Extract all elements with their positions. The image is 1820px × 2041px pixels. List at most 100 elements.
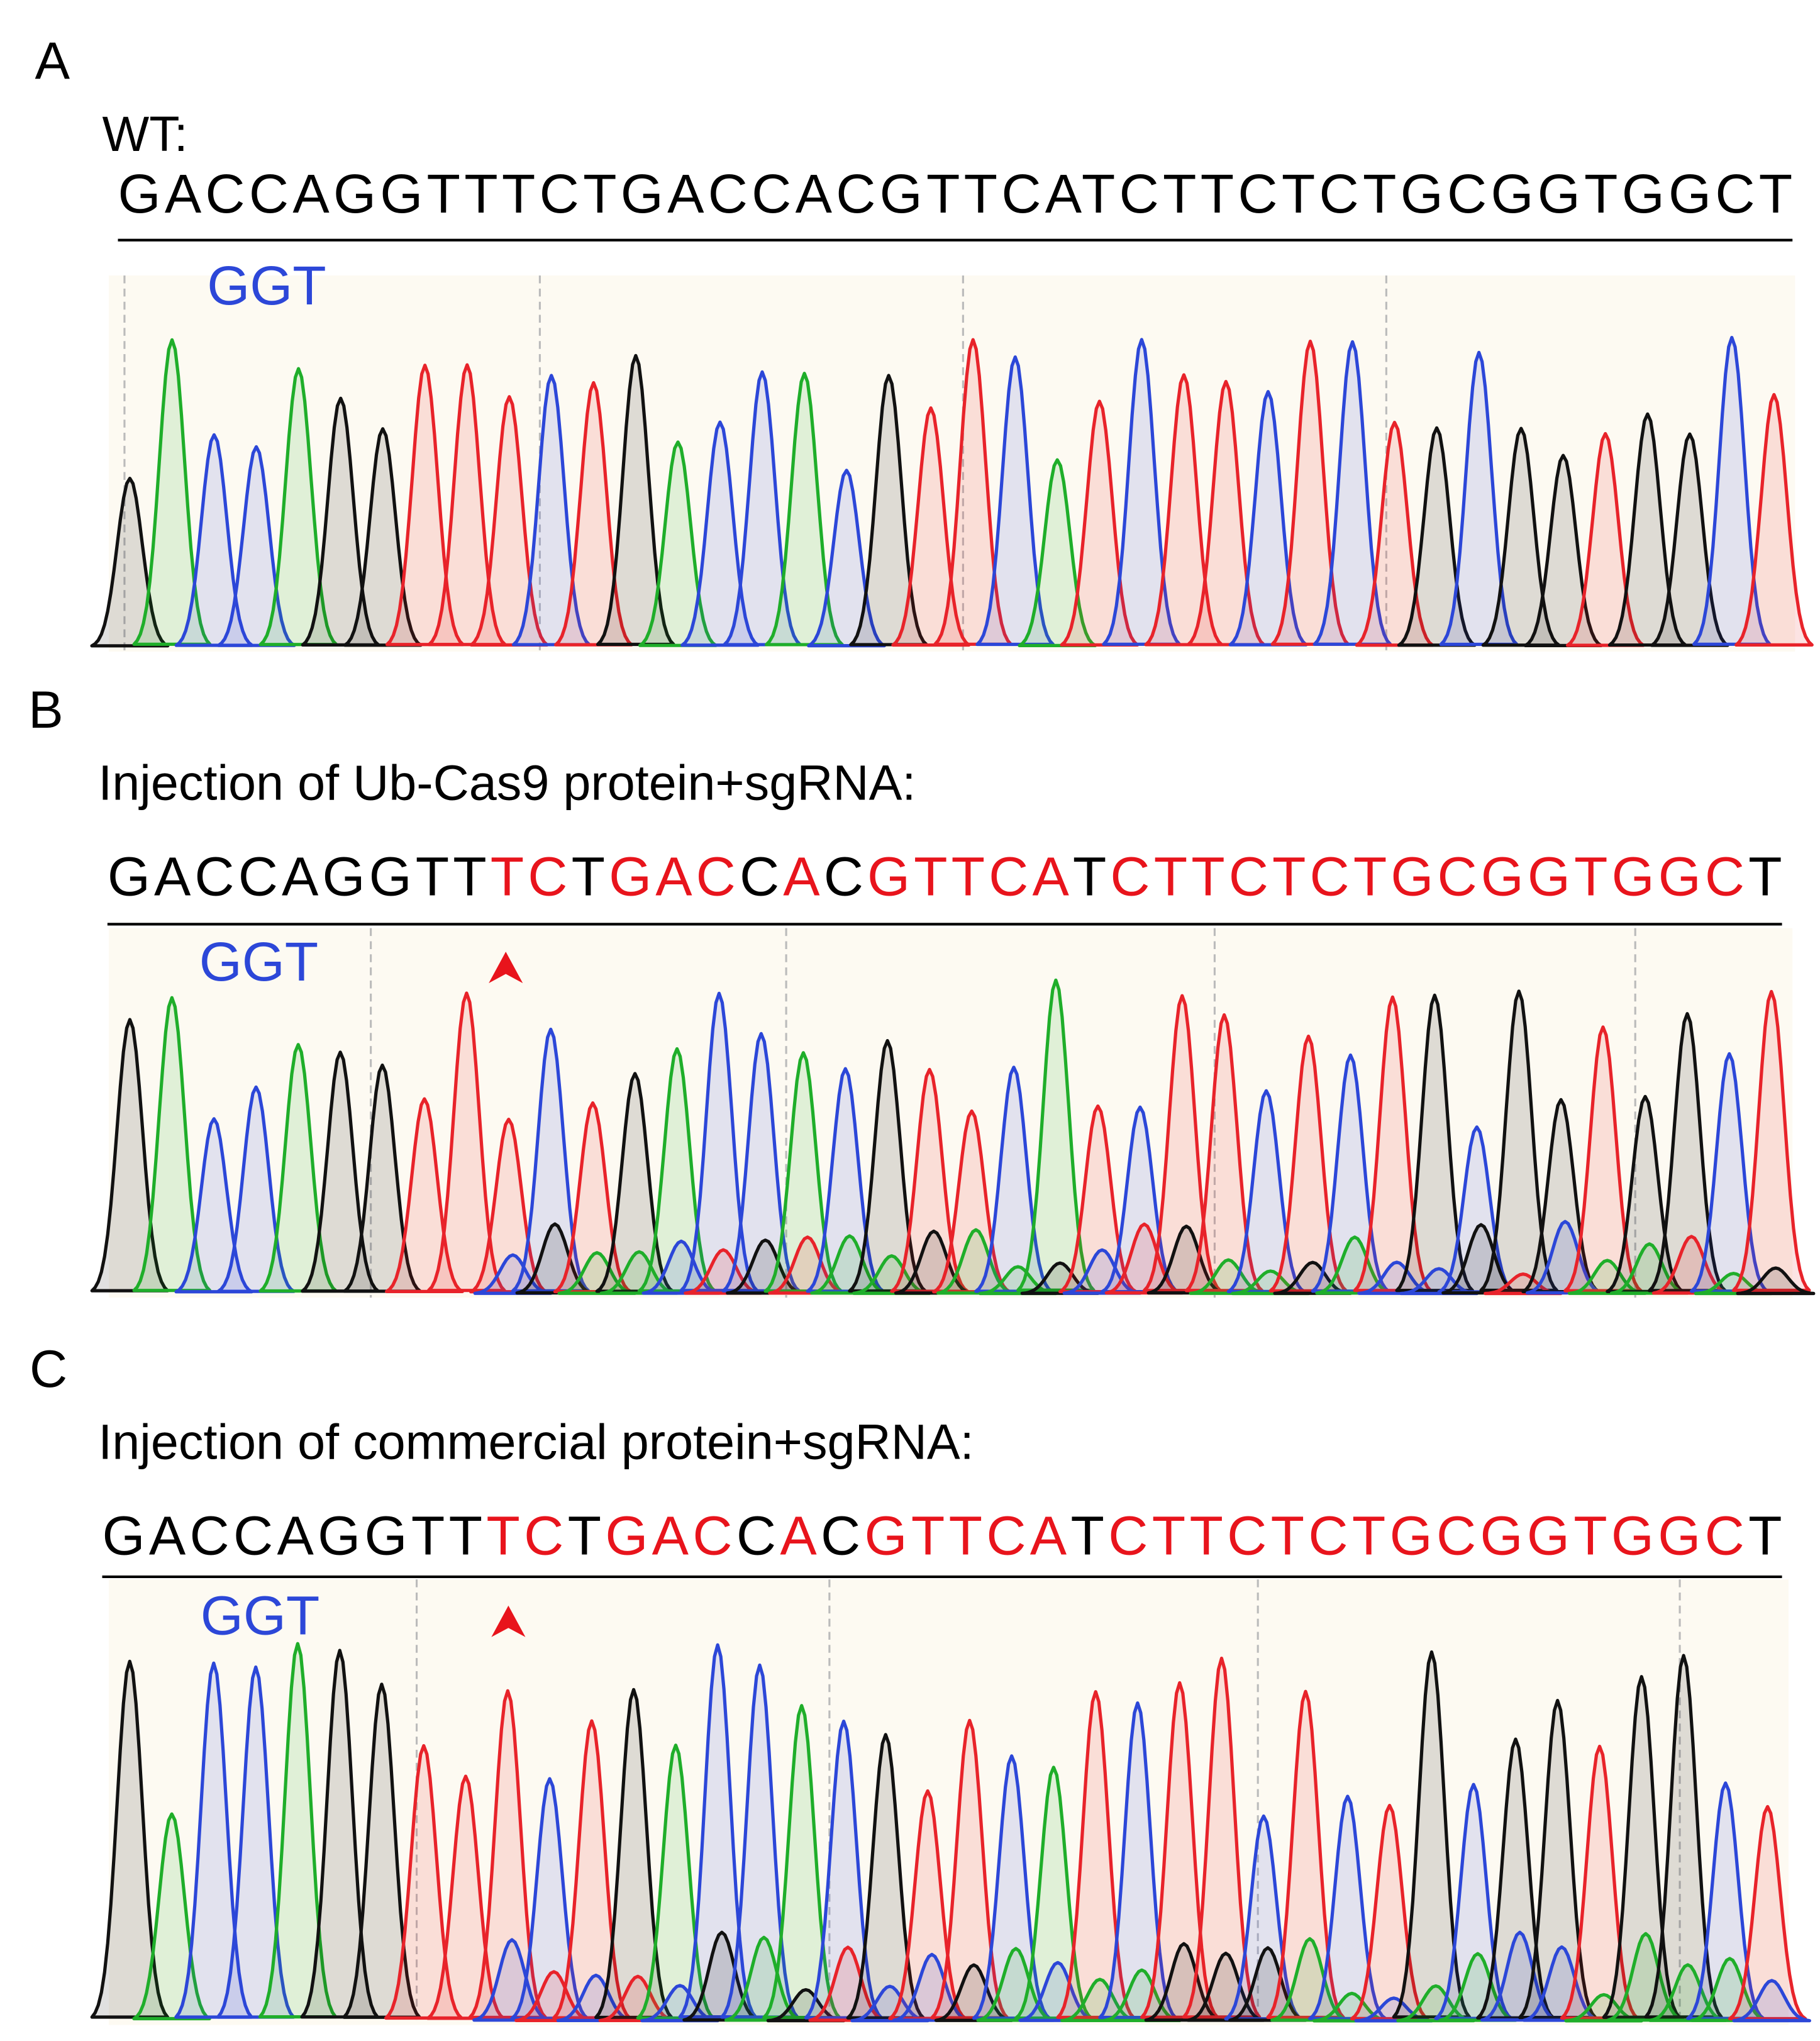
trace-peak [427,363,507,647]
trace-peak [1734,392,1814,647]
trace-peak [1016,978,1096,1292]
trace-peak [1525,1220,1605,1295]
sequence-segment: T [1748,1505,1782,1567]
trace-peak [258,1642,338,2019]
trace-peak [1648,1012,1727,1293]
sequence-segment: GACCAGGTT [103,1505,483,1567]
trace-peak [342,1682,421,2019]
trace-peak [976,1947,1055,2022]
trace-peak [1140,1681,1219,2019]
sequence-segment: TC [486,1505,563,1567]
trace-peak [594,1688,674,2020]
trace-peak [1355,420,1434,647]
pam-label: GGT [201,1585,320,1647]
trace-peak [1182,1656,1262,2019]
trace-peak [1522,1945,1602,2022]
trace-peak [511,374,591,647]
trace-peak [426,991,506,1293]
sequence-segment: T [1748,846,1782,908]
trace-peak [1481,426,1561,647]
trace-peak [1651,1235,1731,1295]
sequence-segment: A [780,1505,817,1567]
trace-peak [1518,1699,1597,2020]
pam-label: GGT [199,931,319,993]
sequence-segment: CTTCTCTGCGGTGGC [1110,846,1745,908]
sequence-segment: GAC [609,846,736,908]
sequence-segment: TC [491,846,568,908]
panel-title: WT: [103,106,188,162]
panel: C Injection of commercial protein+sgRNA: G… [30,1340,1811,2025]
trace-peak [933,338,1013,646]
trace-peak [975,355,1055,647]
sequence-segment: T [568,1505,601,1567]
trace-peak [1104,1222,1184,1295]
trace-peak [810,1234,889,1295]
trace-peak [1690,1957,1770,2022]
trace-peak [1606,1932,1685,2022]
trace-peak [1146,1225,1226,1295]
trace-peak [174,1661,253,2019]
trace-peak [1056,1690,1135,2020]
trace-peak [936,1228,1016,1295]
trace-peak [894,1229,974,1295]
panel: A WT:GACCAGGTTTCTGACCACGTTCATCTTCTCTGCGGT… [35,31,1814,652]
trace-peak [1270,1937,1350,2022]
trace-peak [515,1222,595,1295]
sequence-segment: A [783,846,820,908]
trace-peak [892,1952,972,2022]
trace-peak [768,1235,847,1295]
trace-peak [469,395,549,647]
trace-peak [1102,338,1182,646]
trace-peak [1144,1942,1224,2022]
trace-peak [1439,350,1519,647]
trace-peak [679,991,759,1293]
trace-peak [174,433,254,647]
sequence-segment: CTTCTCTGCGGTGGC [1108,1505,1745,1567]
trace-peak [258,367,338,647]
trace-peak [1315,1235,1394,1295]
trace-peak [1270,340,1350,646]
trace-peak [849,374,929,647]
pam-label: GGT [207,255,326,316]
trace-peak [804,1719,884,2020]
trace-peak [1563,1025,1643,1293]
trace-peak [1686,1781,1765,2020]
trace-peak [1692,335,1772,646]
panel-label: B [28,681,64,739]
trace-peak [468,1689,547,2020]
trace-peak [1266,1689,1345,2020]
trace-peak [723,370,802,647]
trace-peak [90,476,170,648]
trace-peak [1731,989,1811,1293]
trace-peak [216,1665,296,2019]
trace-peak [384,1743,463,2020]
trace-peak [385,364,465,647]
sequence-segment: C [824,846,863,908]
trace-peak [472,1938,552,2022]
trace-peak [1186,379,1266,647]
trace-peak [1144,373,1224,647]
trace-peak [1184,1013,1264,1293]
trace-peak [720,1663,799,2019]
sequence-segment: GTTCA [867,846,1069,908]
panel-label: C [30,1340,67,1398]
sequence-segment: C [821,1505,860,1567]
trace-peak [343,1063,422,1293]
trace-peak [1308,1794,1387,2020]
trace-peak [1353,995,1433,1293]
panel-label: A [35,31,70,90]
sequence: GACCAGGTTTCTGACCACGTTCATCTTCTCTGCGGTGGCT [118,163,1793,225]
trace-peak [301,396,380,647]
trace-peak [1644,1654,1723,2019]
sequence-segment: C [736,1505,776,1567]
trace-peak [682,1930,762,2022]
trace-peak [1736,1266,1816,1296]
trace-peak [1312,340,1392,646]
trace-peak [765,372,844,647]
trace-peak [511,1027,591,1293]
trace-peak [1732,1979,1811,2023]
trace-peak [132,338,212,646]
trace-peak [1142,994,1222,1293]
